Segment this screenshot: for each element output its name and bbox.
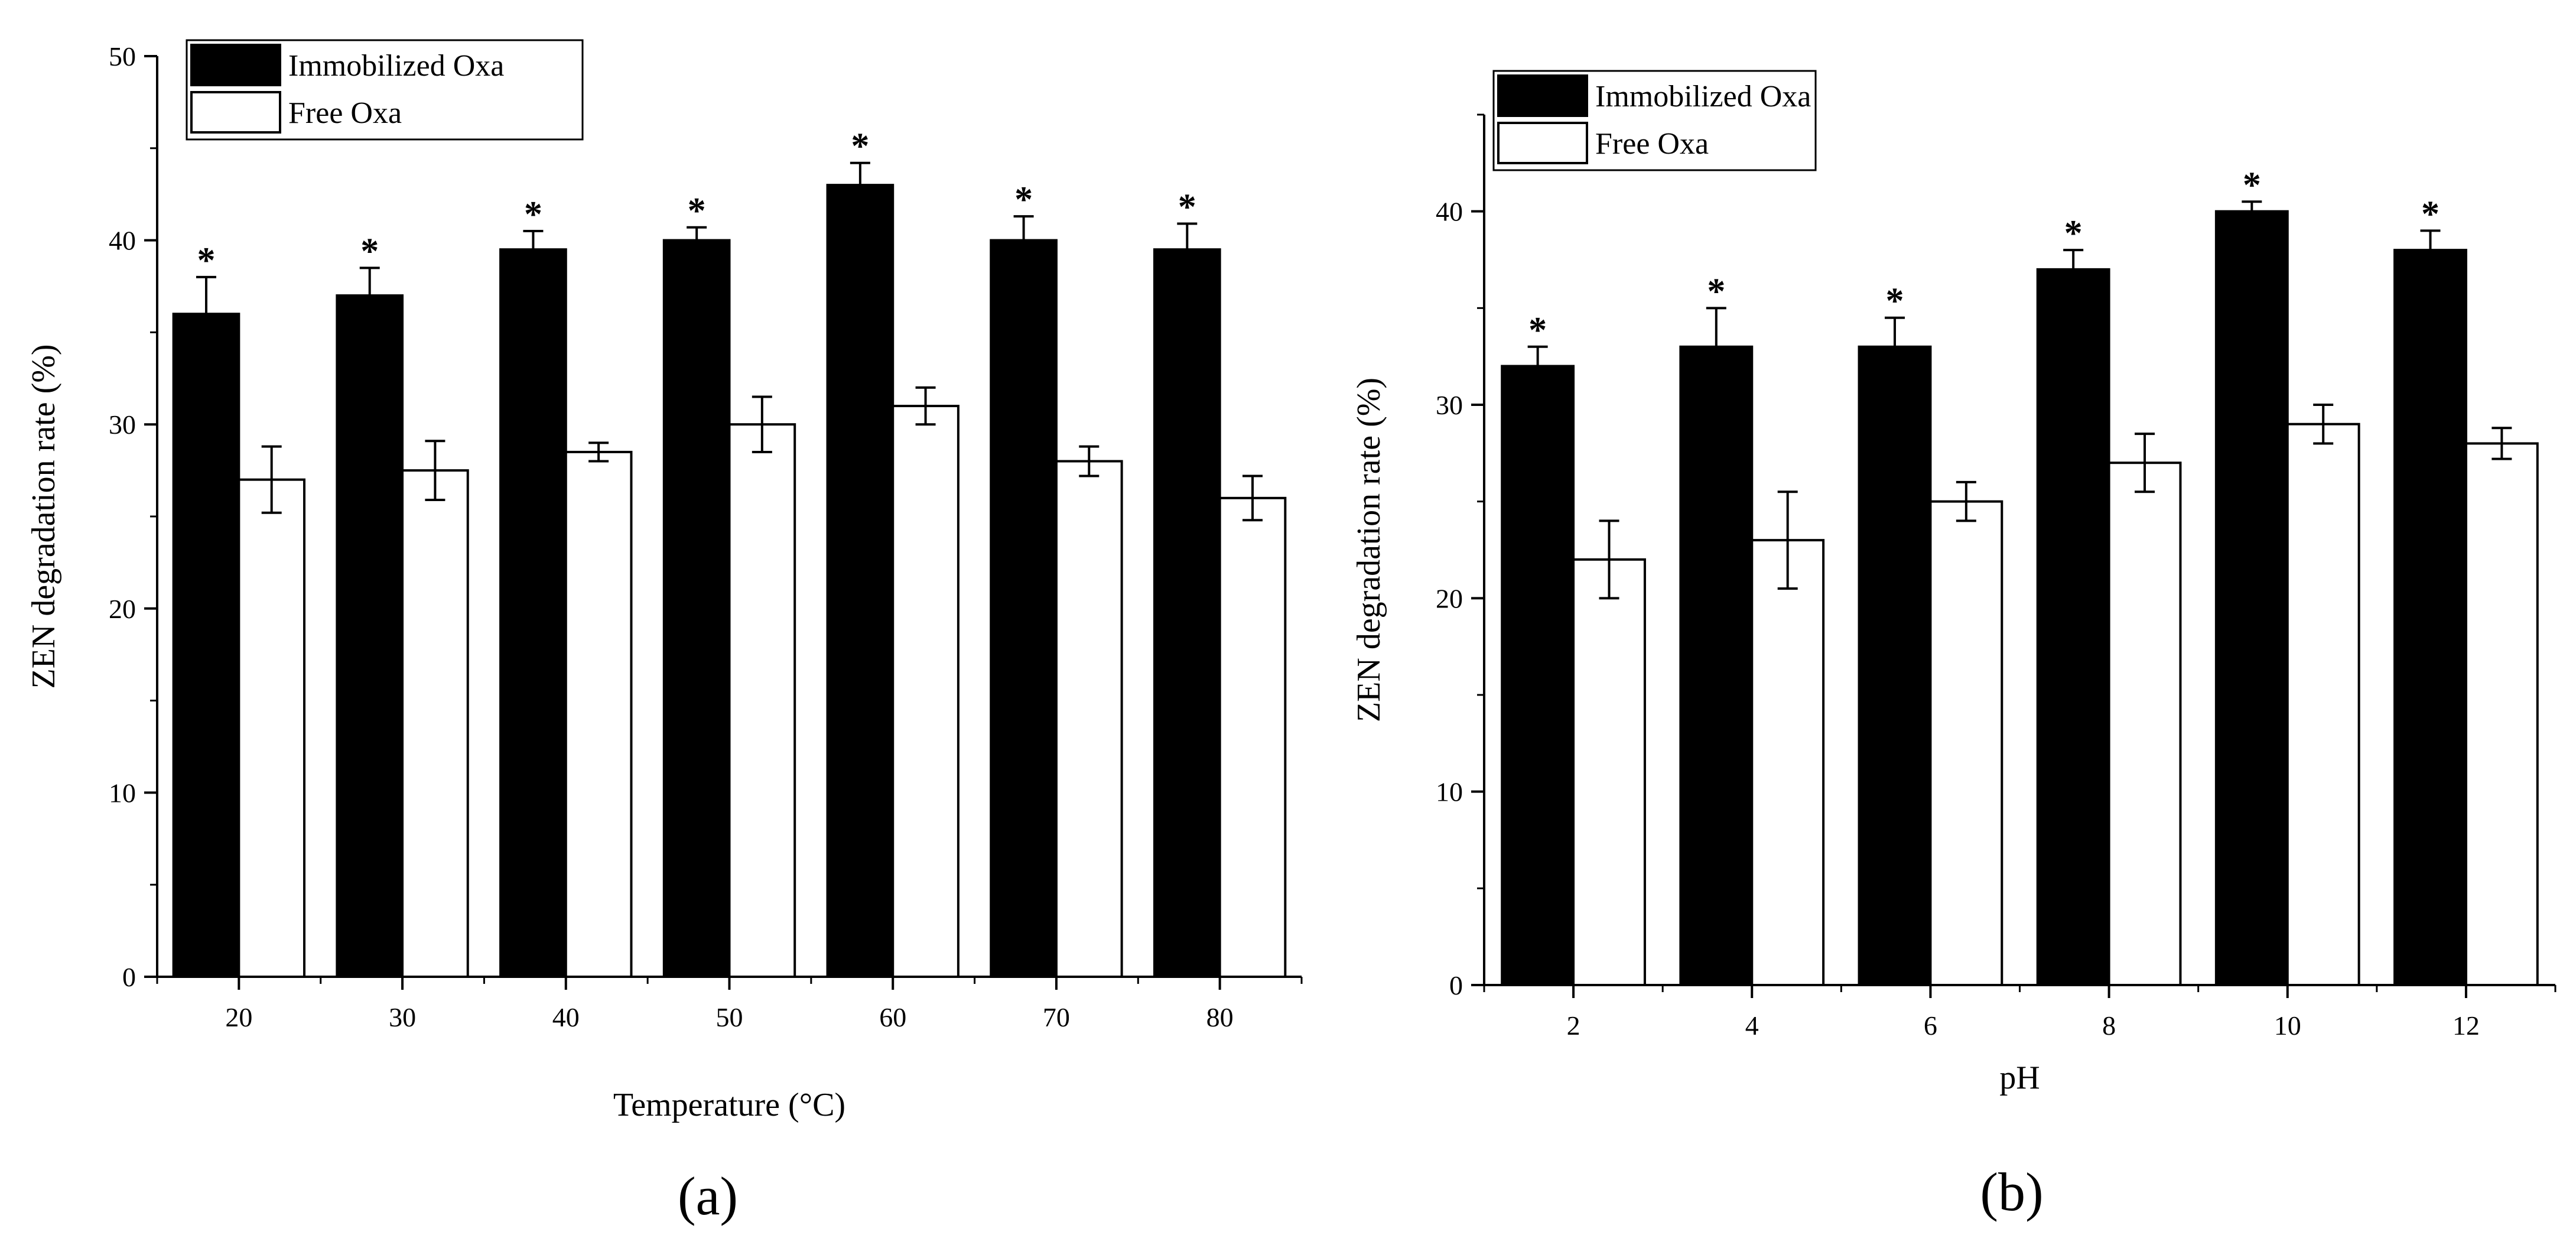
y-tick-label: 10 [1436, 777, 1463, 807]
immobilized-bar-40 [499, 248, 567, 978]
free-bar-12 [2464, 442, 2539, 986]
significance-marker: * [1014, 180, 1033, 220]
immobilized-bar-70 [990, 239, 1058, 979]
free-bar-10 [2286, 422, 2360, 986]
chart-panel-b: 0 10 20 30 40 2 4 6 8 10 12 * * * * * * pH ZEN degradation… [1351, 70, 2557, 1222]
free-bar-30 [401, 469, 469, 978]
legend-swatch [1497, 122, 1588, 164]
significance-marker: * [1707, 271, 1725, 311]
legend-label: Immobilized Oxa [1595, 80, 1811, 113]
immobilized-bar-30 [336, 294, 404, 979]
legend: Immobilized Oxa Free Oxa [186, 39, 584, 141]
significance-marker: * [1528, 310, 1547, 350]
x-tick-label: 80 [1206, 1002, 1234, 1032]
immobilized-bar-2 [1501, 365, 1575, 986]
y-tick-label: 40 [1436, 197, 1463, 227]
x-tick-label: 6 [1924, 1010, 1937, 1041]
y-tick-label: 50 [109, 41, 136, 72]
free-bar-2 [1572, 558, 1646, 986]
significance-marker: * [360, 231, 379, 271]
x-tick-label: 60 [879, 1002, 906, 1032]
free-bar-4 [1751, 539, 1825, 986]
y-tick-label: 10 [109, 778, 136, 808]
panel-label: (b) [1980, 1162, 2043, 1222]
legend-label: Free Oxa [1595, 127, 1709, 161]
y-axis-title: ZEN degradation rate (%) [1351, 378, 1387, 722]
free-bar-60 [892, 405, 960, 978]
immobilized-bar-50 [662, 239, 731, 979]
y-tick-label: 20 [109, 594, 136, 624]
legend-label: Immobilized Oxa [288, 49, 504, 83]
legend-swatch [1497, 74, 1588, 117]
y-tick-label: 0 [122, 962, 136, 992]
y-tick-label: 30 [109, 410, 136, 440]
y-tick-label: 0 [1449, 970, 1463, 1000]
immobilized-bar-20 [172, 313, 240, 978]
significance-marker: * [524, 194, 542, 235]
x-axis-title: Temperature (°C) [613, 1087, 845, 1123]
significance-marker: * [2064, 213, 2083, 254]
free-bar-40 [564, 450, 633, 978]
free-bar-8 [2107, 462, 2182, 986]
x-tick-label: 10 [2274, 1010, 2301, 1041]
legend-swatch [190, 91, 281, 134]
y-tick-label: 30 [1436, 390, 1463, 420]
y-tick-label: 20 [1436, 583, 1463, 613]
significance-marker: * [197, 240, 216, 281]
immobilized-bar-12 [2393, 249, 2467, 987]
significance-marker: * [851, 126, 869, 167]
significance-marker: * [1885, 281, 1904, 321]
significance-marker: * [1178, 187, 1196, 228]
significance-marker: * [2421, 194, 2440, 234]
immobilized-bar-8 [2036, 268, 2110, 986]
y-axis-title: ZEN degradation rate (%) [25, 344, 62, 688]
significance-marker: * [2243, 165, 2261, 205]
immobilized-bar-4 [1679, 345, 1754, 986]
significance-marker: * [688, 191, 706, 231]
free-bar-50 [728, 423, 796, 978]
y-tick-label: 40 [109, 226, 136, 256]
x-tick-label: 40 [552, 1002, 580, 1032]
x-tick-label: 8 [2102, 1010, 2116, 1041]
legend: Immobilized Oxa Free Oxa [1492, 70, 1817, 171]
free-bar-80 [1218, 496, 1287, 978]
immobilized-bar-60 [826, 184, 895, 978]
x-tick-label: 70 [1043, 1002, 1070, 1032]
x-tick-label: 50 [716, 1002, 743, 1032]
x-tick-label: 30 [389, 1002, 416, 1032]
x-tick-label: 2 [1567, 1010, 1580, 1041]
free-bar-20 [238, 478, 306, 978]
legend-label: Free Oxa [288, 96, 402, 130]
x-tick-label: 4 [1745, 1010, 1759, 1041]
x-axis-title: pH [1999, 1060, 2040, 1096]
immobilized-bar-10 [2214, 210, 2289, 987]
immobilized-bar-80 [1153, 248, 1221, 978]
panel-label: (a) [678, 1166, 738, 1226]
free-bar-70 [1055, 460, 1123, 978]
free-bar-6 [1929, 500, 2003, 986]
x-tick-label: 20 [225, 1002, 252, 1032]
x-tick-label: 12 [2453, 1010, 2480, 1041]
legend-swatch [190, 44, 281, 86]
chart-panel-a: 0 10 20 30 40 50 20 30 40 50 60 70 80 * * * * * * * Temperat… [25, 39, 1303, 1226]
immobilized-bar-6 [1858, 345, 1932, 986]
